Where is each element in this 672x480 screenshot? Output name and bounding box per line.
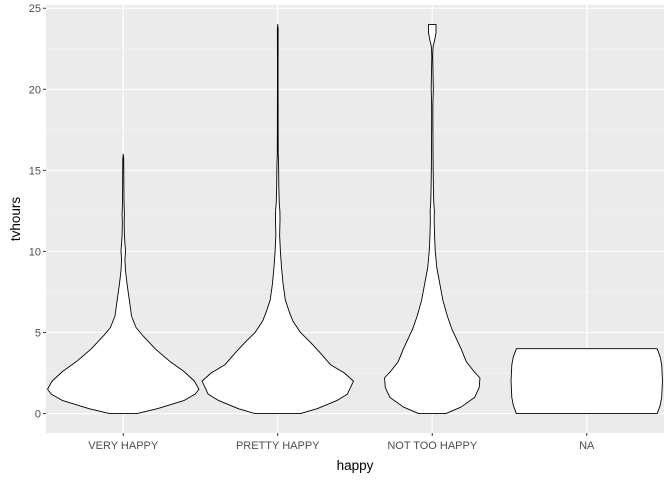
x-tick-label: PRETTY HAPPY	[236, 440, 320, 452]
y-tick-label: 15	[29, 165, 41, 177]
y-tick-label: 25	[29, 3, 41, 15]
x-tick-label: VERY HAPPY	[88, 440, 159, 452]
y-tick-label: 5	[35, 327, 41, 339]
y-tick-label: 10	[29, 246, 41, 258]
violin-not-too-happy	[384, 24, 481, 414]
x-axis: VERY HAPPY PRETTY HAPPY NOT TOO HAPPY NA	[88, 433, 595, 452]
y-axis-title: tvhours	[8, 197, 23, 242]
violin-pretty-happy	[201, 24, 354, 414]
x-tick-label: NOT TOO HAPPY	[387, 440, 478, 452]
x-tick-label: NA	[579, 440, 595, 452]
y-tick-label: 0	[35, 409, 41, 421]
x-axis-title: happy	[337, 458, 374, 473]
y-axis: 0 5 10 15 20 25	[29, 3, 46, 421]
y-tick-label: 20	[29, 84, 41, 96]
violin-na	[510, 348, 663, 414]
violins	[47, 24, 663, 414]
violin-very-happy	[47, 153, 200, 414]
